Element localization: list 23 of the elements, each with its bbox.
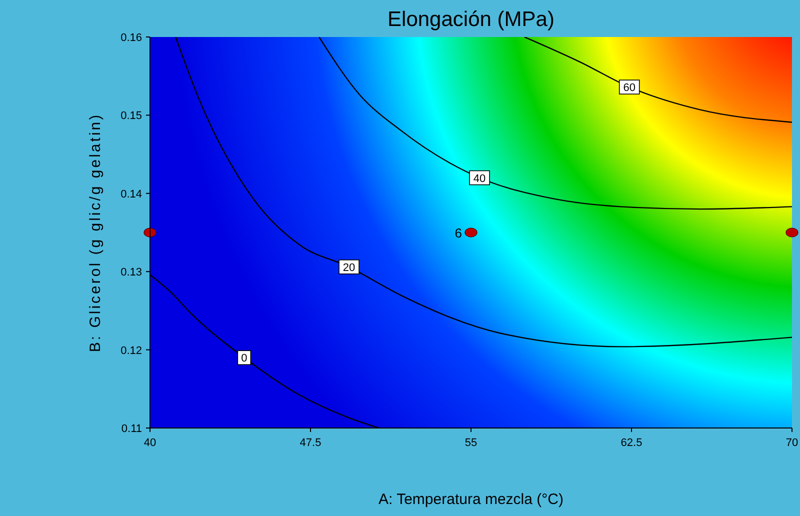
y-tick-label: 0.12 <box>120 344 142 357</box>
series-label: 40 <box>473 172 486 185</box>
annotation: 6 <box>454 226 462 240</box>
y-tick-label: 0.13 <box>120 266 142 279</box>
x-tick-label: 40 <box>144 437 156 449</box>
x-tick-label: 47.5 <box>300 437 322 449</box>
series-label: 20 <box>342 262 356 274</box>
x-tick-label: 55 <box>464 437 478 449</box>
x-tick-label: 62.5 <box>620 437 642 449</box>
y-axis-title: B: Glicerol (g glic/g gelatin) <box>87 112 104 352</box>
line-series <box>175 37 792 348</box>
y-tick-label: 0.16 <box>120 32 142 44</box>
point <box>786 228 798 238</box>
x-tick-label: 70 <box>786 437 798 449</box>
y-tick-label: 0.11 <box>121 423 142 435</box>
y-tick-label: 0.14 <box>120 188 142 200</box>
point <box>464 228 478 238</box>
x-axis-title: A: Temperatura mezcla (°C) <box>378 491 564 508</box>
chart-title: Elongación (MPa) <box>388 8 554 31</box>
y-tick-label: 0.15 <box>120 110 142 122</box>
line-series <box>524 37 792 123</box>
line-series <box>318 37 792 210</box>
series-label: 0 <box>241 352 248 365</box>
